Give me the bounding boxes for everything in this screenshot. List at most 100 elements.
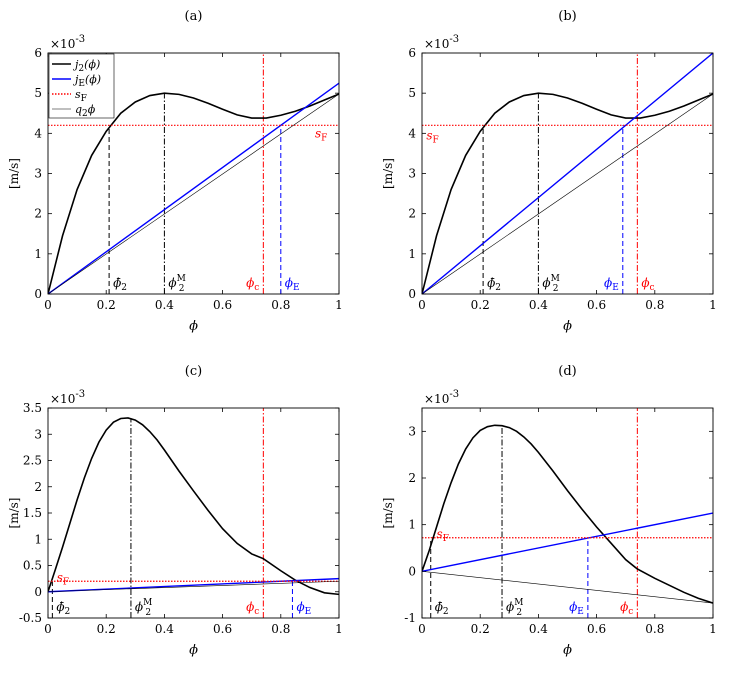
q2-line <box>48 93 339 294</box>
x-axis-label: ϕ <box>189 643 198 658</box>
axes-frame <box>421 407 714 619</box>
marker-label: ϕ̄2​ <box>487 276 501 293</box>
y-tick-label: 0 <box>408 287 416 301</box>
y-tick-label: 4 <box>408 126 416 140</box>
y-tick-label: 4 <box>34 126 42 140</box>
y-tick-label: 1 <box>34 532 42 546</box>
x-tick-label: 1 <box>335 622 343 636</box>
y-tick-label: -0.5 <box>19 611 42 625</box>
exponent-label: ×10-3 <box>50 389 85 406</box>
y-tick-label: 0 <box>408 564 416 578</box>
y-tick-label: -1 <box>404 611 416 625</box>
legend: j2(ϕ)jE(ϕ)sF​q2ϕ <box>48 53 115 119</box>
panel-title: (d) <box>558 364 576 379</box>
sF-label: sF​ <box>57 571 69 588</box>
sF-label: sF​ <box>437 527 449 544</box>
marker-label: ϕc​ <box>620 600 633 617</box>
y-tick-label: 1 <box>408 518 416 532</box>
marker-label: ϕ̄2​ <box>56 600 70 617</box>
x-tick-label: 0.2 <box>97 298 116 312</box>
y-tick-label: 3 <box>34 427 42 441</box>
x-tick-label: 0.6 <box>213 622 232 636</box>
chart-panel-b: (b) ×10-3 0 1 2 3 4 5 6 0 0.2 0.4 0.6 0.8 1 ϕ [m/s] ϕ̄2​ ϕ… <box>381 9 717 334</box>
jE-line <box>48 577 339 593</box>
x-axis-label: ϕ <box>189 319 198 334</box>
y-tick-label: 2 <box>34 207 42 221</box>
jE-line <box>422 512 713 573</box>
x-tick-label: 0.4 <box>155 298 174 312</box>
y-tick-label: 2.5 <box>23 454 42 468</box>
x-tick-label: 1 <box>335 298 343 312</box>
axes-frame <box>421 52 714 295</box>
y-tick-label: 5 <box>408 86 416 100</box>
y-tick-label: 3 <box>34 167 42 181</box>
plot-area <box>48 408 339 618</box>
x-tick-label: 0 <box>44 298 52 312</box>
legend-entry: j2(ϕ) <box>72 58 100 74</box>
y-tick-label: 1 <box>34 247 42 261</box>
x-tick-label: 0.2 <box>471 622 490 636</box>
y-tick-label: 3 <box>408 167 416 181</box>
exponent-label: ×10-3 <box>50 34 85 51</box>
x-tick-label: 0 <box>44 622 52 636</box>
y-tick-label: 2 <box>408 207 416 221</box>
x-tick-label: 0.4 <box>529 298 548 312</box>
y-axis-label: [m/s] <box>381 498 395 529</box>
marker-label: ϕ̄2​ <box>435 600 449 617</box>
j2-curve <box>48 417 339 596</box>
x-tick-label: 0.8 <box>271 622 290 636</box>
y-tick-label: 0.5 <box>23 559 42 573</box>
y-tick-label: 6 <box>34 46 42 60</box>
marker-label: ϕM2​ <box>506 598 523 618</box>
sF-label: sF​ <box>315 126 327 143</box>
marker-label: ϕM2​ <box>135 598 152 618</box>
chart-panel-d: (d)×10-3-1012300.20.40.60.81ϕ[m/s]ϕ̄2​ϕM… <box>381 364 717 658</box>
x-tick-label: 0.4 <box>529 622 548 636</box>
x-axis-label: ϕ <box>563 643 572 658</box>
exponent-label: ×10-3 <box>424 389 459 406</box>
marker-label: ϕE​ <box>569 600 584 617</box>
marker-label: ϕc​ <box>246 600 259 617</box>
x-tick-label: 0 <box>418 298 426 312</box>
chart-panel-c: (c)×10-3-0.500.511.522.533.50 0.2 0.4 0.6 0.… <box>7 364 343 658</box>
x-tick-label: 0.2 <box>97 622 116 636</box>
y-tick-label: 2 <box>408 471 416 485</box>
marker-label: ϕc​ <box>641 276 654 293</box>
x-tick-label: 0.6 <box>213 298 232 312</box>
sF-label: sF​ <box>426 128 438 145</box>
marker-label: ϕE​ <box>604 276 619 293</box>
y-tick-label: 1.5 <box>23 506 42 520</box>
y-tick-label: 2 <box>34 480 42 494</box>
q2-line <box>422 571 713 604</box>
y-axis-label: [m/s] <box>7 158 21 189</box>
marker-label: ϕc​ <box>246 276 259 293</box>
panel-title: (b) <box>558 9 576 24</box>
marker-label: ϕM2​ <box>168 274 185 294</box>
y-tick-label: 6 <box>408 46 416 60</box>
plot-area <box>422 53 713 294</box>
y-tick-label: 3.5 <box>23 401 42 415</box>
y-axis-label: [m/s] <box>7 498 21 529</box>
y-axis-label: [m/s] <box>381 158 395 189</box>
x-tick-label: 0.2 <box>471 298 490 312</box>
j2-curve <box>422 92 713 294</box>
q2-line <box>48 580 339 593</box>
x-tick-label: 0 <box>418 622 426 636</box>
jE-line <box>422 53 713 294</box>
q2-line <box>422 93 713 294</box>
x-tick-label: 0.6 <box>587 298 606 312</box>
panel-title: (c) <box>185 364 202 379</box>
marker-label: ϕM2​ <box>542 274 559 294</box>
y-tick-label: 3 <box>408 424 416 438</box>
x-tick-label: 1 <box>709 298 717 312</box>
x-tick-label: 1 <box>709 622 717 636</box>
legend-entry: jE(ϕ) <box>72 73 101 89</box>
marker-label: ϕE​ <box>296 600 311 617</box>
jE-line <box>48 82 339 294</box>
axes-frame <box>47 407 340 619</box>
j2-curve <box>48 92 339 294</box>
y-tick-label: 5 <box>34 86 42 100</box>
legend-entry: sF​ <box>75 88 87 104</box>
axes-frame <box>47 52 340 295</box>
